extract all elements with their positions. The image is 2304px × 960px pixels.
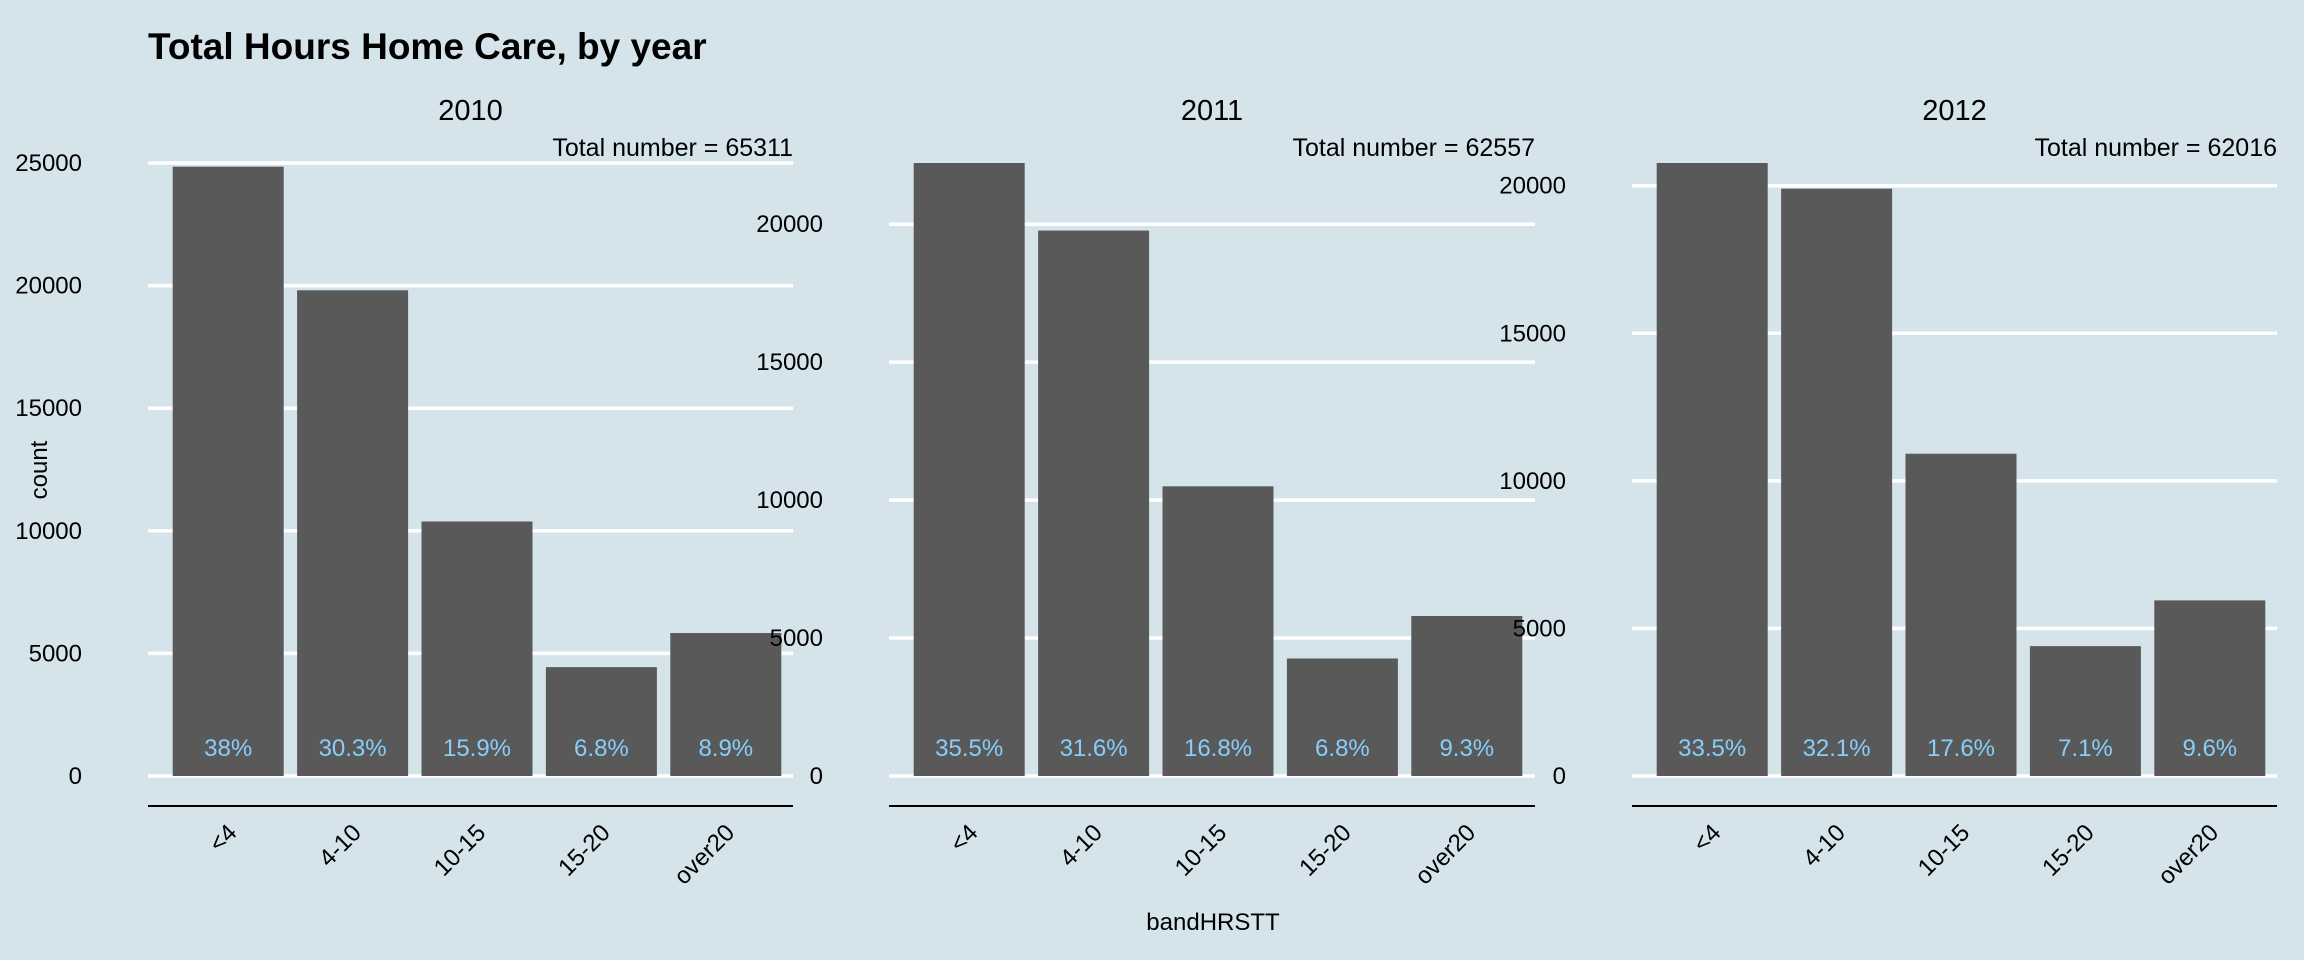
x-tick-label: <4: [1688, 819, 1726, 857]
y-tick-label: 5000: [1513, 615, 1566, 642]
x-tick-label: 4-10: [1798, 819, 1851, 872]
data-label: 32.1%: [1803, 735, 1871, 762]
y-tick-label: 10000: [1499, 468, 1566, 495]
bar: [1656, 163, 1768, 776]
data-label: 6.8%: [574, 735, 629, 762]
y-tick-label: 20000: [1499, 173, 1566, 200]
x-tick-label: 15-20: [2037, 819, 2100, 882]
x-tick-label: 15-20: [1294, 819, 1357, 882]
x-tick-label: <4: [204, 819, 242, 857]
x-tick-label: 4-10: [1055, 819, 1108, 872]
x-tick-label: 10-15: [1170, 819, 1233, 882]
y-tick-label: 10000: [756, 487, 823, 514]
y-tick-label: 25000: [15, 150, 82, 177]
y-axis-title: count: [26, 440, 53, 499]
facet-panel-2012: 0 5000 10000 15000 20000 33.5% <4 32.1% 4-10 17.6…: [1499, 95, 2277, 890]
data-label: 6.8%: [1315, 735, 1370, 762]
bar: [421, 521, 533, 776]
y-tick-label: 10000: [15, 518, 82, 545]
data-label: 30.3%: [319, 735, 387, 762]
facet-title: 2010: [438, 95, 503, 127]
bar: [670, 633, 782, 776]
x-tick-label: over20: [669, 819, 740, 890]
facet-title: 2011: [1181, 95, 1243, 127]
y-tick-label: 20000: [756, 211, 823, 238]
data-label: 9.3%: [1439, 735, 1494, 762]
x-tick-label: 15-20: [553, 819, 616, 882]
y-tick-label: 15000: [15, 395, 82, 422]
x-tick-label: 10-15: [1913, 819, 1976, 882]
data-label: 9.6%: [2182, 735, 2237, 762]
x-tick-label: 4-10: [314, 819, 367, 872]
x-tick-label: 10-15: [429, 819, 492, 882]
y-tick-label: 0: [69, 763, 82, 790]
y-tick-label: 5000: [29, 640, 82, 667]
total-number-annotation: Total number = 65311: [552, 134, 793, 162]
bar: [1162, 486, 1274, 776]
y-tick-label: 0: [810, 763, 823, 790]
bar: [1286, 658, 1398, 776]
facet-panel-2011: 0 5000 10000 15000 20000 35.5% <4 31.6% 4-10 16.8…: [756, 95, 1535, 890]
y-tick-label: 20000: [15, 273, 82, 300]
data-label: 35.5%: [935, 735, 1003, 762]
x-tick-label: over20: [1410, 819, 1481, 890]
bar: [297, 290, 409, 776]
total-number-annotation: Total number = 62557: [1292, 134, 1535, 162]
data-label: 16.8%: [1184, 735, 1252, 762]
data-label: 31.6%: [1060, 735, 1128, 762]
bar: [1781, 188, 1893, 776]
x-tick-label: over20: [2153, 819, 2224, 890]
x-axis-title: bandHRSTT: [1146, 909, 1280, 936]
facet-panels: 0 5000 10000 15000 20000 25000 38% <4 30.3% 4-10 1…: [15, 95, 2277, 890]
bar: [1038, 230, 1150, 776]
data-label: 38%: [204, 735, 252, 762]
data-label: 17.6%: [1927, 735, 1995, 762]
bar: [172, 166, 284, 777]
bar: [2154, 600, 2266, 776]
data-label: 8.9%: [698, 735, 753, 762]
y-tick-label: 15000: [1499, 320, 1566, 347]
chart-title: Total Hours Home Care, by year: [148, 26, 707, 67]
total-number-annotation: Total number = 62016: [2034, 134, 2277, 162]
facet-panel-2010: 0 5000 10000 15000 20000 25000 38% <4 30.3% 4-10 1…: [15, 95, 793, 890]
data-label: 15.9%: [443, 735, 511, 762]
bar: [545, 667, 657, 776]
y-tick-label: 15000: [756, 349, 823, 376]
facet-title: 2012: [1922, 95, 1987, 127]
data-label: 7.1%: [2058, 735, 2113, 762]
data-label: 33.5%: [1678, 735, 1746, 762]
x-tick-label: <4: [945, 819, 983, 857]
y-tick-label: 0: [1553, 763, 1566, 790]
y-tick-label: 5000: [770, 625, 823, 652]
bar: [1411, 615, 1523, 776]
bar: [913, 163, 1025, 776]
bar: [1905, 453, 2017, 776]
bar: [2029, 646, 2141, 776]
